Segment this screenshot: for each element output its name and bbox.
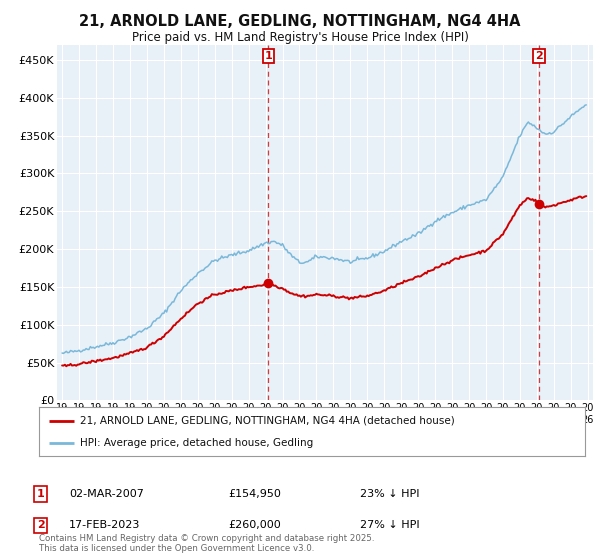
Text: 23% ↓ HPI: 23% ↓ HPI bbox=[360, 489, 419, 499]
Text: 21, ARNOLD LANE, GEDLING, NOTTINGHAM, NG4 4HA (detached house): 21, ARNOLD LANE, GEDLING, NOTTINGHAM, NG… bbox=[80, 416, 455, 426]
Text: 1: 1 bbox=[265, 51, 272, 61]
Text: £260,000: £260,000 bbox=[228, 520, 281, 530]
Text: £154,950: £154,950 bbox=[228, 489, 281, 499]
Text: 27% ↓ HPI: 27% ↓ HPI bbox=[360, 520, 419, 530]
Text: 2: 2 bbox=[535, 51, 543, 61]
Text: 17-FEB-2023: 17-FEB-2023 bbox=[69, 520, 140, 530]
Text: 21, ARNOLD LANE, GEDLING, NOTTINGHAM, NG4 4HA: 21, ARNOLD LANE, GEDLING, NOTTINGHAM, NG… bbox=[79, 14, 521, 29]
Text: HPI: Average price, detached house, Gedling: HPI: Average price, detached house, Gedl… bbox=[80, 438, 313, 448]
Text: 02-MAR-2007: 02-MAR-2007 bbox=[69, 489, 144, 499]
Text: Price paid vs. HM Land Registry's House Price Index (HPI): Price paid vs. HM Land Registry's House … bbox=[131, 31, 469, 44]
Text: 1: 1 bbox=[37, 489, 44, 499]
Text: Contains HM Land Registry data © Crown copyright and database right 2025.
This d: Contains HM Land Registry data © Crown c… bbox=[39, 534, 374, 553]
Text: 2: 2 bbox=[37, 520, 44, 530]
